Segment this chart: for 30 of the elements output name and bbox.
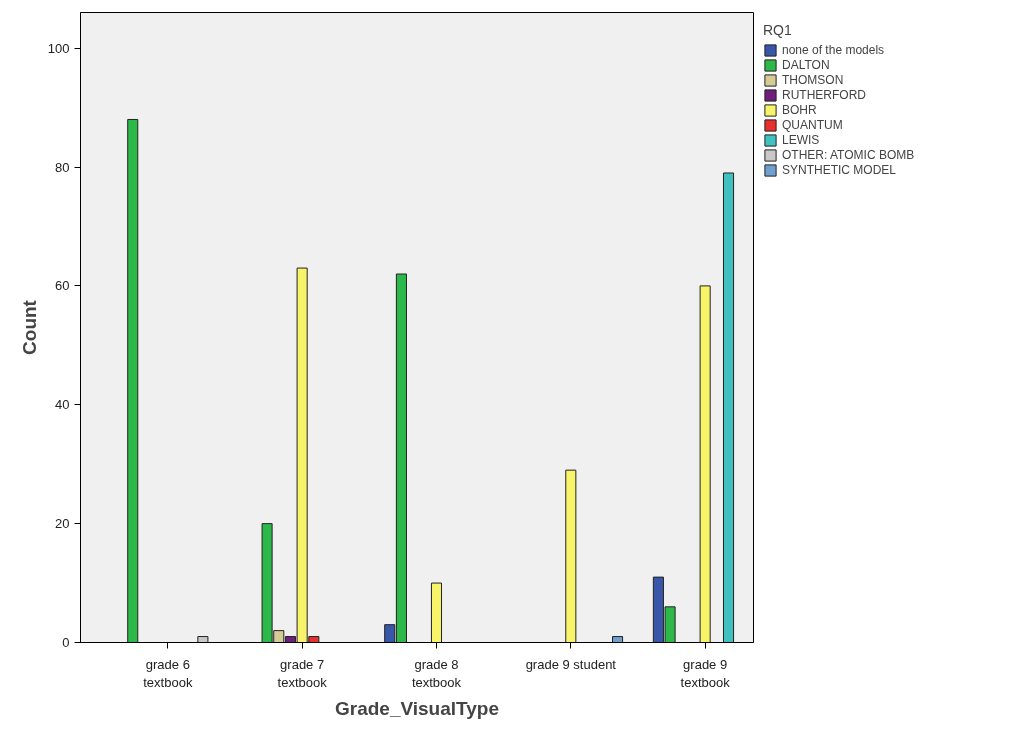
bar — [430, 582, 443, 643]
bar — [612, 636, 624, 643]
y-tick-label: 0 — [62, 635, 70, 650]
legend-title: RQ1 — [763, 22, 793, 38]
x-tick-label: grade 9 textbook — [680, 656, 731, 690]
y-tick-label: 100 — [47, 40, 70, 56]
bar — [565, 469, 577, 643]
legend-label: THOMSON — [782, 73, 844, 87]
legend-label: BOHR — [782, 103, 817, 117]
bar — [197, 636, 209, 643]
legend-label: RUTHERFORD — [782, 88, 866, 102]
legend-label: LEWIS — [782, 133, 820, 147]
y-tick-label: 40 — [55, 397, 70, 413]
y-tick-label: 20 — [55, 516, 70, 532]
x-tick-label: grade 9 student — [525, 656, 617, 672]
bar — [127, 118, 139, 643]
y-axis-title: Count — [18, 299, 40, 355]
x-tick-label: grade 8 textbook — [411, 656, 462, 690]
legend-label: OTHER: ATOMIC BOMB — [782, 148, 915, 162]
y-tick-label: 80 — [55, 159, 70, 175]
legend-label: DALTON — [782, 58, 830, 72]
bar — [699, 285, 711, 643]
y-tick-label: 60 — [55, 278, 70, 294]
x-tick-label: grade 7 textbook — [277, 656, 328, 690]
bar — [722, 172, 735, 643]
x-axis-title: Grade_VisualType — [334, 697, 500, 719]
legend-label: SYNTHETIC MODEL — [782, 163, 897, 177]
legend-label: QUANTUM — [782, 118, 843, 132]
legend-label: none of the models — [782, 43, 885, 57]
x-tick-label: grade 6 textbook — [143, 656, 193, 690]
